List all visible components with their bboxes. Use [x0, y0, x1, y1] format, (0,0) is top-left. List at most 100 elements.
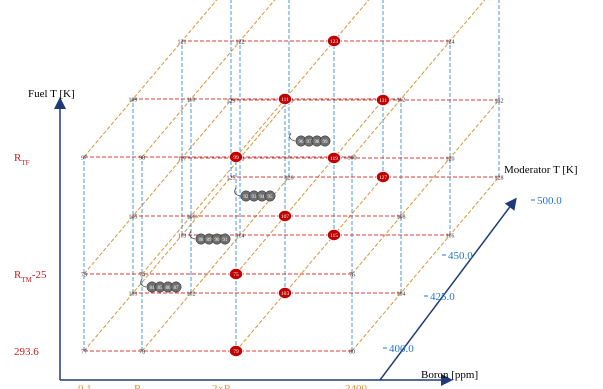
red-marker-label: 111 — [281, 97, 289, 103]
cluster-connector — [234, 187, 241, 197]
boron-axis-title: Boron [ppm] — [421, 369, 478, 381]
moderator-temperature-axis — [379, 197, 517, 381]
boron-tick-label: 2×Rb — [212, 383, 235, 389]
orange-grid-line — [141, 176, 290, 352]
gray-marker-label: 89 — [207, 238, 213, 243]
orange-diagonal-lines — [83, 0, 500, 352]
cluster-connector — [289, 132, 296, 142]
orange-grid-line — [351, 0, 486, 158]
orange-grid-line — [235, 176, 384, 352]
node-label: 121 — [178, 40, 187, 46]
gray-marker — [170, 281, 182, 293]
boron-tick-label: 2400 — [345, 383, 368, 389]
red-marker-label: 75 — [233, 272, 239, 278]
red-marker-label: 79 — [233, 349, 239, 355]
orange-grid-line — [141, 0, 276, 158]
cluster-connector — [140, 278, 147, 288]
orange-grid-line — [141, 99, 290, 275]
gray-marker-label: 85 — [158, 286, 164, 291]
highlighted-markers: 797599103107111115119123127131135 — [229, 35, 390, 357]
node-label: 102 — [187, 292, 196, 298]
gray-marker-label: 95 — [268, 195, 274, 200]
node-label: 80 — [349, 350, 355, 356]
orange-grid-line — [351, 176, 500, 352]
fuel-tick-label: RTM-25 — [14, 269, 47, 284]
axis-labels: Fuel T [K] Moderator T [K] Boron [ppm] 293.… — [14, 88, 578, 389]
node-label: 125 — [227, 176, 236, 182]
node-label: 129 — [227, 99, 236, 105]
node-label: 110 — [187, 98, 196, 104]
node-label: 106 — [187, 215, 196, 221]
node-label: 122 — [236, 40, 245, 46]
moderator-tick-label: 400.0 — [389, 343, 414, 355]
red-marker — [229, 151, 243, 163]
gray-marker-label: 87 — [174, 286, 180, 291]
gray-marker-label: 86 — [166, 286, 172, 291]
gray-marker — [264, 190, 276, 202]
moderator-tick-label: 500.0 — [537, 195, 562, 207]
boron-tick-label: Rb — [134, 383, 145, 389]
node-label: 101 — [129, 292, 138, 298]
cluster-connector — [189, 230, 196, 240]
moderator-tick-label: 450.0 — [448, 250, 473, 262]
node-label: 116 — [446, 234, 455, 240]
orange-grid-line — [351, 99, 500, 275]
node-label: 120 — [446, 157, 455, 163]
orange-grid-line — [235, 99, 384, 275]
node-label: 73 — [81, 273, 87, 279]
gray-marker — [319, 135, 331, 147]
node-label: 97 — [81, 156, 87, 162]
gray-marker-label: 96 — [299, 140, 305, 145]
red-marker-label: 103 — [281, 291, 290, 297]
red-marker-label: 107 — [281, 214, 290, 220]
orange-grid-line — [235, 0, 370, 158]
gray-marker-label: 88 — [199, 238, 205, 243]
node-label: 109 — [129, 98, 138, 104]
node-label: 77 — [81, 350, 87, 356]
gray-marker-label: 91 — [223, 238, 229, 243]
gray-marker-label: 92 — [244, 195, 250, 200]
red-marker — [229, 345, 243, 357]
node-label: 113 — [178, 234, 187, 240]
red-horizontal-lines — [84, 40, 499, 352]
node-label: 132 — [495, 99, 504, 105]
gray-marker-label: 94 — [260, 195, 266, 200]
red-marker-label: 115 — [330, 233, 338, 239]
gray-marker — [219, 233, 231, 245]
gray-marker-label: 99 — [323, 140, 329, 145]
node-label: 108 — [397, 215, 406, 221]
orange-grid-line — [83, 0, 218, 158]
red-marker-label: 123 — [330, 39, 339, 45]
boron-tick-label: 0.1 — [78, 383, 92, 389]
node-label: 100 — [348, 156, 357, 162]
fuel-tick-label: 293.6 — [14, 346, 39, 358]
gray-marker-label: 84 — [150, 286, 156, 291]
fuel-tick-label: RTF — [14, 152, 30, 167]
moderator-axis-title: Moderator T [K] — [504, 164, 578, 176]
node-label: 78 — [139, 350, 145, 356]
red-marker — [376, 171, 390, 183]
node-label: 114 — [236, 234, 245, 240]
red-marker — [278, 210, 292, 222]
orange-grid-line — [83, 99, 232, 275]
node-label: 124 — [446, 40, 455, 46]
node-label: 112 — [397, 98, 406, 104]
fuel-axis-title: Fuel T [K] — [28, 88, 75, 100]
node-label: 105 — [129, 215, 138, 221]
gray-marker-label: 98 — [315, 140, 321, 145]
node-label: 128 — [495, 176, 504, 182]
node-label: 74 — [139, 273, 145, 279]
axes — [54, 97, 517, 386]
red-marker-label: 99 — [233, 155, 239, 161]
gray-marker-label: 93 — [252, 195, 258, 200]
gray-marker-label: 97 — [307, 140, 313, 145]
red-marker — [278, 93, 292, 105]
red-marker-label: 127 — [379, 175, 388, 181]
gray-marker-label: 90 — [215, 238, 221, 243]
red-marker — [278, 287, 292, 299]
node-label: 126 — [285, 176, 294, 182]
orange-grid-line — [83, 176, 232, 352]
node-label: 104 — [397, 292, 406, 298]
